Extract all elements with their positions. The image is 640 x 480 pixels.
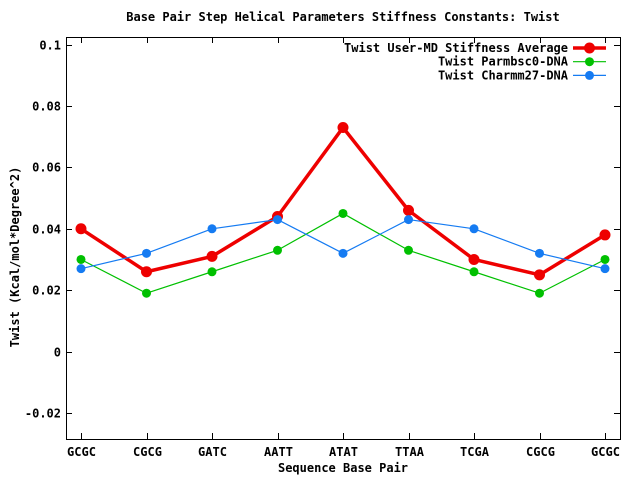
y-tick-label: -0.02	[25, 407, 61, 421]
plot-border	[66, 37, 621, 440]
x-category-label: TCGA	[460, 445, 490, 459]
data-point	[75, 223, 87, 235]
x-category-label: TTAA	[395, 445, 425, 459]
y-tick-label: 0.08	[32, 100, 61, 114]
data-point	[600, 254, 610, 264]
series-1	[76, 208, 610, 298]
x-category-label: AATT	[264, 445, 293, 459]
x-category-label: GATC	[198, 445, 227, 459]
legend-marker	[585, 57, 594, 67]
data-point	[141, 266, 152, 278]
y-tick-label: 0.02	[32, 284, 61, 298]
data-point	[337, 122, 349, 134]
data-point	[76, 254, 86, 264]
legend-marker	[584, 42, 595, 54]
y-tick-label: 0.04	[32, 223, 61, 237]
data-point	[600, 264, 610, 274]
series-path	[80, 218, 606, 270]
y-tick-label: 0	[54, 346, 61, 360]
legend-label: Twist User-MD Stiffness Average	[344, 41, 568, 55]
data-point	[469, 267, 479, 277]
data-point	[404, 245, 413, 255]
data-point	[273, 245, 282, 255]
data-point	[76, 264, 86, 274]
chart-title: Base Pair Step Helical Parameters Stiffn…	[126, 10, 559, 24]
data-point	[142, 248, 151, 258]
x-category-label: CGCG	[133, 445, 162, 459]
data-point	[207, 224, 217, 234]
legend-label: Twist Parmbsc0-DNA	[438, 55, 569, 69]
data-point	[535, 288, 544, 298]
data-point	[338, 208, 348, 218]
data-point	[142, 288, 151, 298]
data-point	[404, 215, 413, 225]
y-tick-label: 0.06	[32, 161, 61, 175]
data-point	[469, 224, 479, 234]
x-category-label: ATAT	[329, 445, 358, 459]
legend-entry: Twist User-MD Stiffness Average	[344, 41, 606, 55]
series-2	[76, 215, 610, 274]
legend-entry: Twist Charmm27-DNA	[438, 68, 606, 82]
data-point	[468, 253, 480, 265]
legend-label: Twist Charmm27-DNA	[438, 68, 569, 82]
x-category-label: GCGC	[67, 445, 96, 459]
data-point	[599, 229, 611, 241]
legend-marker	[585, 70, 594, 80]
x-category-label: CGCG	[526, 445, 555, 459]
plot-area: 0.1 0.08 0.06 0.04 0.02 0 -0.02 GCGC CGCG GATC AAT…	[25, 37, 621, 459]
x-category-label: GCGC	[591, 445, 620, 459]
x-axis-label: Sequence Base Pair	[278, 461, 408, 475]
y-tick-label: 0.1	[39, 39, 61, 53]
data-point	[534, 269, 545, 281]
y-axis-label: Twist (Kcal/mol*Degree^2)	[8, 167, 22, 348]
legend-entry: Twist Parmbsc0-DNA	[438, 55, 606, 69]
data-point	[535, 248, 544, 258]
data-point	[403, 204, 414, 216]
data-point	[207, 267, 217, 277]
data-point	[206, 250, 218, 262]
series-0	[75, 122, 611, 281]
data-point	[273, 215, 282, 225]
data-point	[338, 248, 348, 258]
